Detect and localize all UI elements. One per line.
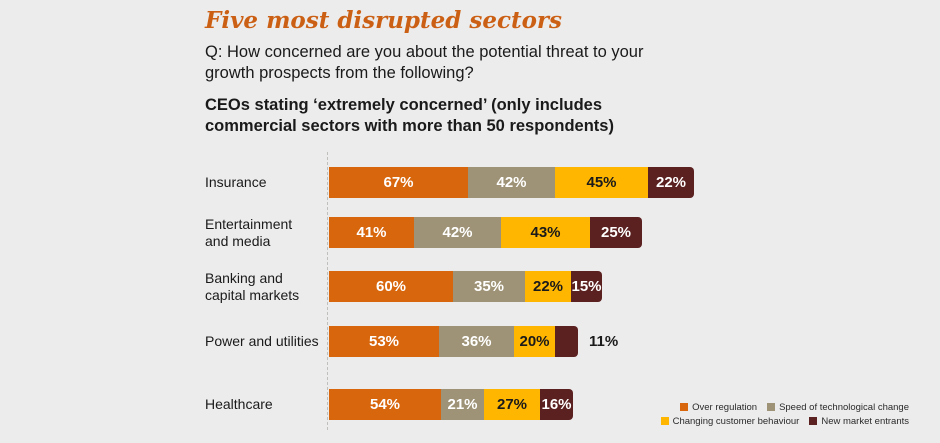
value-label: 20%: [519, 333, 550, 350]
bar-segment: 42%: [414, 217, 501, 248]
value-label: 60%: [375, 278, 407, 295]
bar-segment: 36%: [439, 326, 514, 357]
value-label: 35%: [473, 278, 505, 295]
value-label: 67%: [383, 174, 414, 191]
bar-segment: 20%: [514, 326, 555, 357]
legend-label: Changing customer behaviour: [672, 415, 800, 427]
stacked-bar: 41% 42% 43% 25%: [329, 217, 642, 248]
bar-segment: 53%: [329, 326, 439, 357]
value-label: 42%: [496, 174, 527, 191]
value-label: 36%: [461, 333, 492, 350]
legend-swatch-icon: [809, 416, 818, 425]
chart-row-healthcare: Healthcare 54% 21% 27% 16%: [205, 389, 573, 420]
legend-swatch-icon: [660, 416, 669, 425]
value-label: 16%: [541, 396, 572, 413]
category-label: Power and utilities: [205, 333, 319, 349]
value-label: 27%: [496, 396, 528, 413]
chart-row-insurance: Insurance 67% 42% 45% 22%: [205, 167, 694, 198]
value-label: 25%: [600, 224, 632, 241]
legend-item: Speed of technological change: [767, 402, 909, 413]
bar-segment: 15%: [571, 271, 602, 302]
category-label: Entertainment and media: [205, 215, 293, 249]
value-label: 54%: [369, 396, 401, 413]
bar-segment: [555, 326, 578, 357]
bar-segment: 27%: [484, 389, 540, 420]
subtitle-line-2: commercial sectors with more than 50 res…: [205, 117, 614, 135]
axis-baseline: [327, 152, 328, 430]
value-label: 22%: [532, 278, 564, 295]
legend-label: Speed of technological change: [779, 402, 909, 413]
legend-item: Changing customer behaviour: [660, 415, 800, 427]
legend-label: New market entrants: [821, 415, 909, 427]
category-label: Insurance: [205, 174, 267, 190]
bar-segment: 60%: [329, 271, 453, 302]
bar-segment: 67%: [329, 167, 468, 198]
bar-segment: 45%: [555, 167, 648, 198]
value-label: 43%: [530, 224, 561, 241]
bar-segment: 22%: [648, 167, 694, 198]
value-label: 41%: [356, 224, 387, 241]
chart-row-power-and-utilities: Power and utilities 53% 36% 20% 11%: [205, 326, 618, 357]
legend-row: Over regulation Speed of technological ch…: [651, 401, 909, 415]
legend-swatch-icon: [767, 403, 776, 411]
legend-label: Over regulation: [692, 402, 758, 413]
legend-swatch-icon: [680, 403, 689, 411]
chart-subtitle: CEOs stating ‘extremely concerned’ (only…: [205, 95, 614, 137]
value-label-outside: 11%: [589, 333, 619, 350]
bar-segment: 16%: [540, 389, 573, 420]
value-label: 15%: [571, 278, 602, 295]
chart-row-entertainment-and-media: Entertainment and media 41% 42% 43% 25%: [205, 215, 642, 249]
bar-segment: 25%: [590, 217, 642, 248]
chart-row-banking-and-capital-markets: Banking and capital markets 60% 35% 22% 15%: [205, 269, 602, 303]
value-label: 42%: [442, 224, 473, 241]
bar-segment: 41%: [329, 217, 414, 248]
value-label: 21%: [447, 396, 478, 413]
chart-title: Five most disrupted sectors: [205, 7, 562, 34]
legend-row: Changing customer behaviour New market en…: [651, 415, 909, 429]
bar-segment: 21%: [441, 389, 484, 420]
value-label: 22%: [655, 174, 687, 191]
value-label: 53%: [368, 333, 400, 350]
subtitle-line-1: CEOs stating ‘extremely concerned’ (only…: [205, 96, 603, 114]
stacked-bar: 53% 36% 20%: [329, 326, 578, 357]
stacked-bar: 54% 21% 27% 16%: [329, 389, 573, 420]
legend-item: Over regulation: [680, 402, 757, 413]
bar-segment: 35%: [453, 271, 525, 302]
stacked-bar: 67% 42% 45% 22%: [329, 167, 694, 198]
bar-segment: 43%: [501, 217, 590, 248]
question-text: Q: How concerned are you about the poten…: [205, 42, 643, 84]
legend-item: New market entrants: [809, 416, 909, 427]
bar-segment: 54%: [329, 389, 441, 420]
legend: Over regulation Speed of technological ch…: [651, 401, 909, 428]
question-line-2: growth prospects from the following?: [205, 64, 474, 82]
category-label: Banking and capital markets: [205, 269, 300, 303]
bar-segment: 42%: [468, 167, 555, 198]
question-line-1: Q: How concerned are you about the poten…: [205, 43, 644, 61]
bar-segment: 22%: [525, 271, 571, 302]
category-label: Healthcare: [205, 396, 273, 412]
value-label: 45%: [586, 174, 617, 191]
stacked-bar: 60% 35% 22% 15%: [329, 271, 602, 302]
